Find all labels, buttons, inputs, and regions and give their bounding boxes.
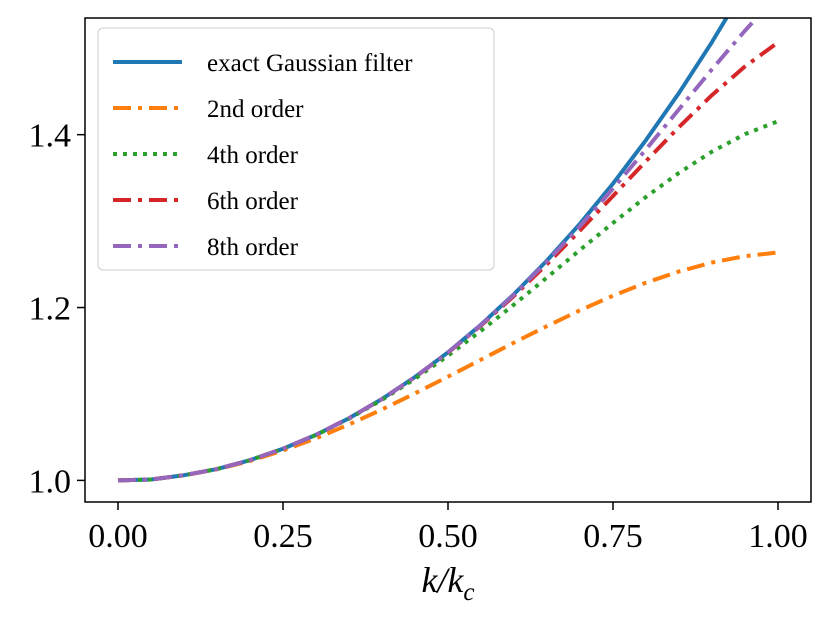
series-lines bbox=[117, 18, 780, 483]
legend-box bbox=[97, 27, 495, 271]
x-tick-label: 0.25 bbox=[253, 518, 313, 555]
x-axis-label-sub: c bbox=[463, 579, 474, 606]
series-line-2 bbox=[117, 250, 779, 483]
legend-label-3: 4th order bbox=[207, 142, 299, 169]
legend-label-5: 8th order bbox=[207, 234, 299, 261]
y-tick-label: 1.2 bbox=[29, 291, 72, 328]
series-line-5 bbox=[117, 18, 760, 483]
axis-ticks: 0.00 0.25 0.50 0.75 1.00 1.0 1.2 1.4 bbox=[29, 118, 808, 555]
x-tick-label: 0.50 bbox=[418, 518, 478, 555]
legend: exact Gaussian filter 2nd order 4th order 6… bbox=[97, 27, 495, 271]
x-tick-label: 0.75 bbox=[583, 518, 643, 555]
x-tick-label: 1.00 bbox=[748, 518, 808, 555]
y-tick-label: 1.4 bbox=[29, 118, 72, 155]
x-axis-label-main: k/k bbox=[421, 560, 464, 600]
y-tick-label: 1.0 bbox=[29, 463, 72, 500]
legend-label-2: 2nd order bbox=[207, 96, 304, 123]
x-axis-label: k/kc bbox=[421, 560, 474, 606]
legend-label-4: 6th order bbox=[207, 188, 299, 215]
x-tick-label: 0.00 bbox=[88, 518, 148, 555]
legend-label-1: exact Gaussian filter bbox=[207, 50, 413, 77]
